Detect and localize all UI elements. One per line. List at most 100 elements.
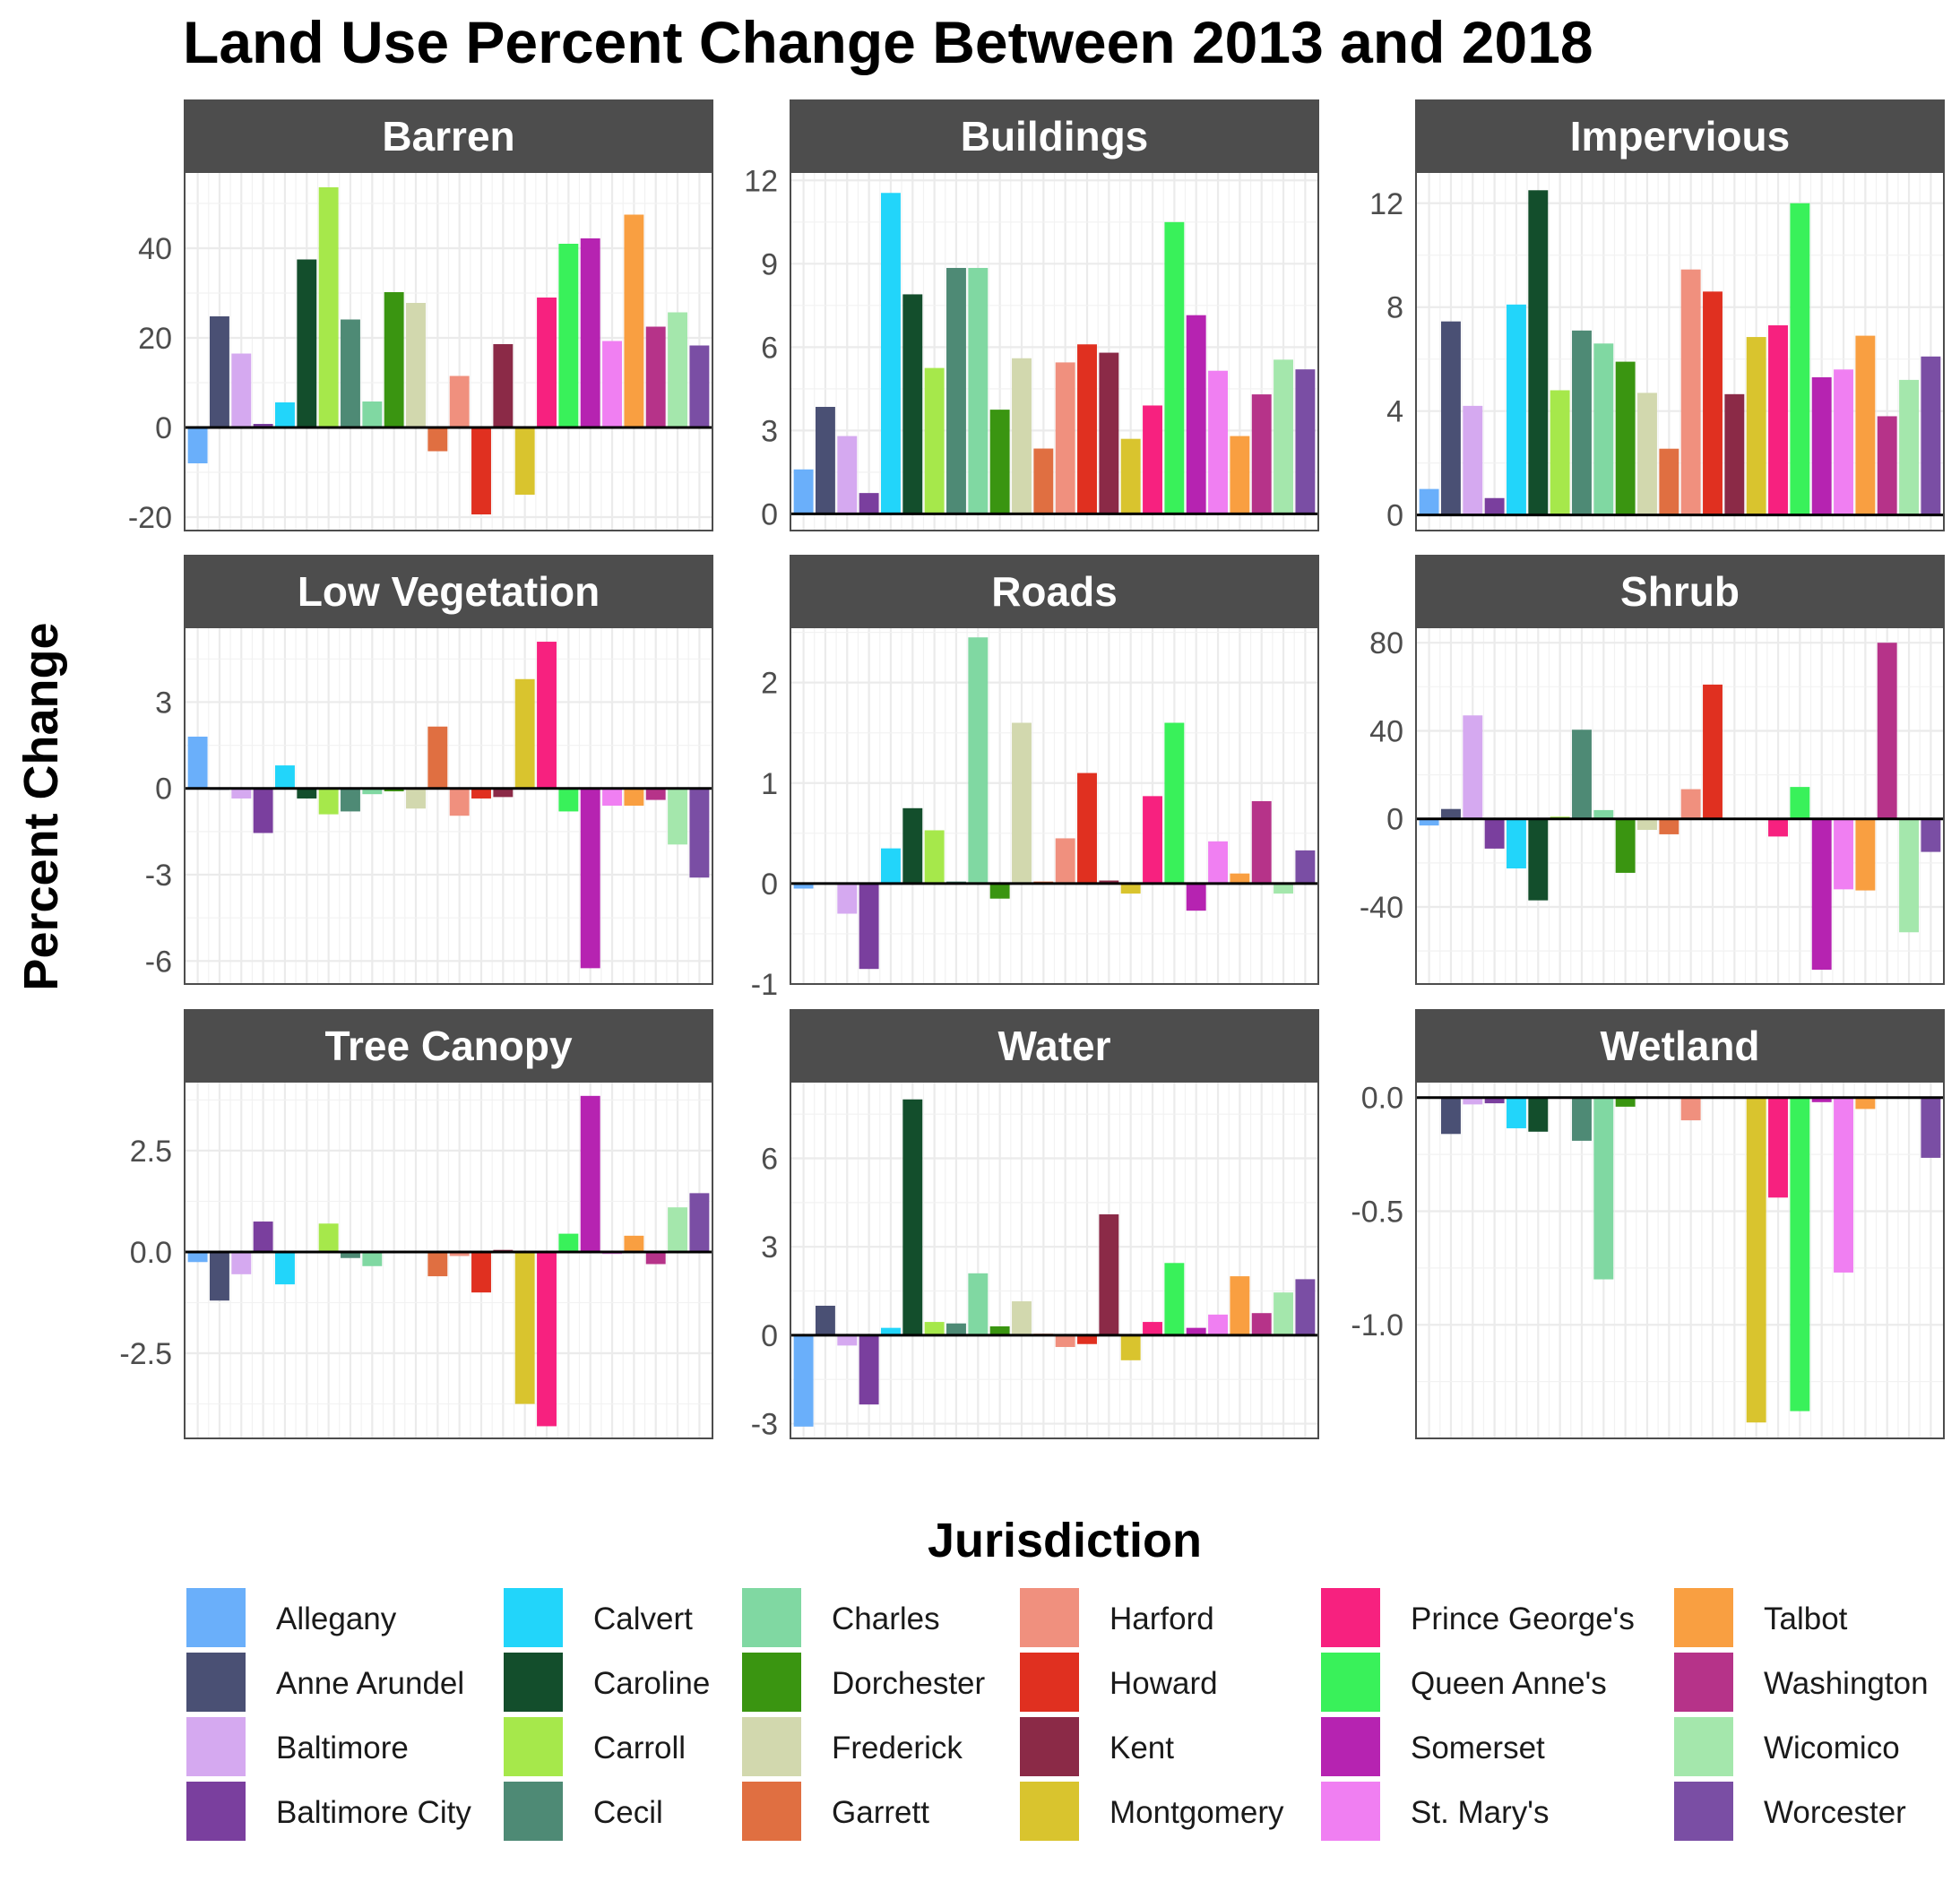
bar-charles <box>968 637 989 884</box>
bar-carroll <box>924 367 945 514</box>
y-tick-label: 3 <box>761 414 778 448</box>
bar-calvert <box>1507 1097 1526 1128</box>
bar-anne-arundel <box>1440 808 1461 819</box>
legend-swatch <box>1020 1782 1079 1841</box>
bar-somerset <box>1186 315 1206 514</box>
bar-caroline <box>1528 818 1549 901</box>
legend-swatch <box>186 1653 246 1712</box>
bar-charles <box>362 401 383 427</box>
bar-washington <box>1877 416 1897 515</box>
bar-washington <box>645 1251 666 1265</box>
bar-calvert <box>1507 818 1526 869</box>
y-tick-label: 6 <box>761 331 778 365</box>
bar-carroll <box>318 1223 339 1252</box>
legend-swatch <box>1321 1653 1380 1712</box>
y-tick-label: 2 <box>761 667 778 701</box>
panel-wetland: Wetland -1.0 -0.5 0.0 <box>1351 1009 1945 1439</box>
bar-st-mary-s <box>1208 841 1228 884</box>
legend-swatch <box>742 1717 801 1776</box>
y-tick-label: 0 <box>155 411 172 445</box>
bar-prince-george-s <box>1768 325 1788 515</box>
bar-prince-george-s <box>1143 796 1162 884</box>
bar-baltimore <box>231 353 252 427</box>
legend-item: Washington <box>1674 1653 1929 1712</box>
legend-label: Baltimore City <box>276 1795 471 1830</box>
bar-allegany <box>1419 818 1439 826</box>
y-tick-label: -6 <box>145 945 172 979</box>
bar-worcester <box>1921 1097 1941 1158</box>
legend-item: Harford <box>1020 1588 1214 1647</box>
legend-swatch <box>1020 1717 1079 1776</box>
legend-label: Carroll <box>593 1731 686 1765</box>
bar-wicomico <box>1274 1292 1294 1335</box>
bar-kent <box>493 788 514 798</box>
legend-item: Baltimore City <box>186 1782 471 1841</box>
bar-anne-arundel <box>815 407 835 514</box>
bar-howard <box>1703 684 1723 819</box>
strip-label: Wetland <box>1600 1023 1759 1069</box>
bar-st-mary-s <box>1208 370 1228 514</box>
bar-baltimore <box>837 436 858 514</box>
y-tick-label: 4 <box>1386 395 1403 429</box>
legend-swatch <box>504 1717 563 1776</box>
bar-cecil <box>946 1323 966 1335</box>
y-tick-label: -20 <box>128 501 172 535</box>
legend-swatch <box>1020 1588 1079 1647</box>
legend-item: Caroline <box>504 1653 710 1712</box>
legend-label: St. Mary's <box>1411 1795 1549 1830</box>
bar-anne-arundel <box>209 1251 229 1301</box>
bar-cecil <box>341 319 360 427</box>
bar-baltimore-city <box>253 1222 273 1252</box>
legend-label: Washington <box>1764 1666 1929 1701</box>
bar-wicomico <box>668 1207 688 1252</box>
bar-worcester <box>1295 850 1316 884</box>
legend-item: Wicomico <box>1674 1717 1900 1776</box>
bar-montgomery <box>1746 337 1766 515</box>
bar-st-mary-s <box>1834 369 1853 515</box>
legend-swatch <box>742 1782 801 1841</box>
bar-charles <box>1593 343 1614 515</box>
strip-label: Buildings <box>961 113 1149 160</box>
strip-background <box>1415 1009 1945 1083</box>
bar-howard <box>1077 344 1097 514</box>
y-tick-label: 12 <box>1369 187 1403 221</box>
strip-background <box>790 555 1319 628</box>
bar-montgomery <box>514 678 535 789</box>
bar-montgomery <box>1120 883 1141 894</box>
legend-swatch <box>186 1782 246 1841</box>
bar-calvert <box>881 193 901 514</box>
strip-label: Impervious <box>1570 113 1790 160</box>
bar-allegany <box>187 427 208 463</box>
legend-label: Harford <box>1110 1601 1214 1636</box>
y-axis-title: Percent Change <box>14 622 68 990</box>
bar-garrett <box>427 427 448 452</box>
bar-queen-anne-s <box>1790 203 1810 515</box>
bar-carroll <box>1550 390 1570 515</box>
x-axis-title: Jurisdiction <box>928 1514 1202 1567</box>
bar-washington <box>645 788 666 800</box>
legend-item: Calvert <box>504 1588 693 1647</box>
y-tick-label: 80 <box>1369 626 1403 660</box>
bar-garrett <box>427 1251 448 1277</box>
bar-caroline <box>297 259 317 427</box>
bar-st-mary-s <box>602 788 622 806</box>
y-tick-label: 6 <box>761 1143 778 1177</box>
strip-background <box>790 99 1319 173</box>
y-tick-label: 0.0 <box>130 1236 172 1270</box>
bar-worcester <box>689 1193 710 1252</box>
bar-queen-anne-s <box>1164 1263 1185 1335</box>
bar-garrett <box>1659 818 1679 834</box>
legend-label: Frederick <box>832 1731 963 1765</box>
bar-worcester <box>1295 1279 1316 1335</box>
bar-queen-anne-s <box>558 1233 579 1252</box>
bar-kent <box>1099 1214 1119 1335</box>
facet-panels: Barren-2002040Buildings036912Impervious0… <box>119 99 1945 1442</box>
bar-cecil <box>946 267 966 514</box>
bar-dorchester <box>1615 1097 1636 1107</box>
bar-calvert <box>881 1327 901 1335</box>
legend-label: Somerset <box>1411 1731 1545 1765</box>
legend-item: Dorchester <box>742 1653 986 1712</box>
bar-baltimore-city <box>859 493 879 514</box>
y-tick-label: -1 <box>751 968 778 1002</box>
bar-harford <box>1680 789 1701 819</box>
